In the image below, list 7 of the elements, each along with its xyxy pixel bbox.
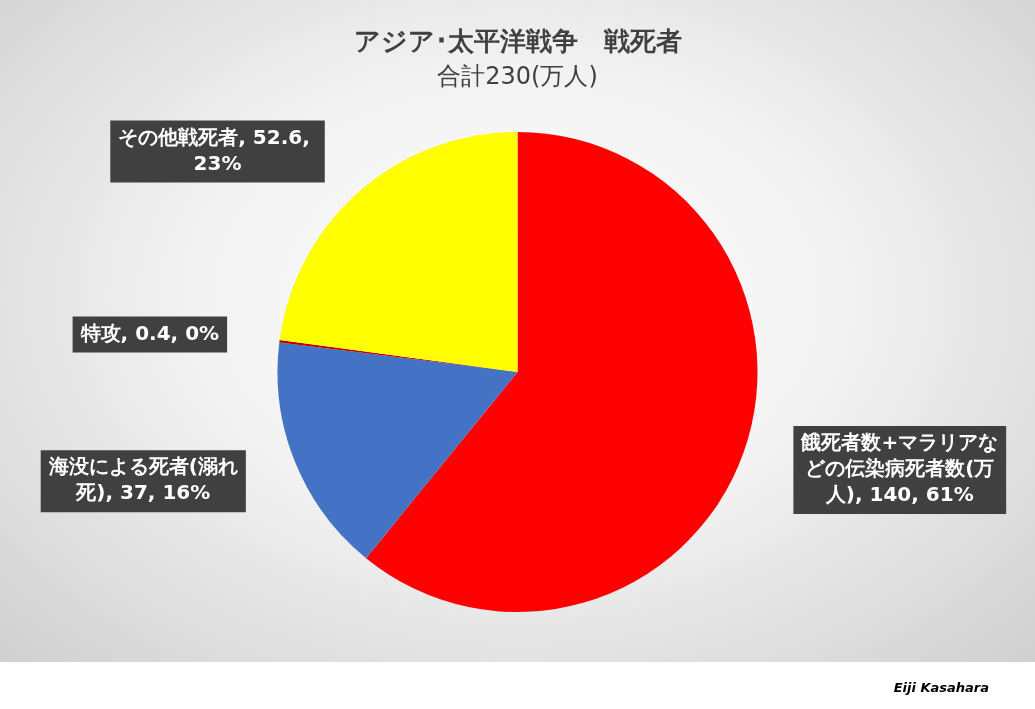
slice-label: その他戦死者, 52.6, 23% [118,124,317,175]
slice-label: 海没による死者(溺れ死), 37, 16% [47,454,238,505]
slice-label: 特攻, 0.4, 0% [79,320,220,345]
chart-subtitle: 合計230(万人) [437,61,598,90]
text: Eiji Kasahara [893,680,989,695]
slice-label: 餓死者数+マラリアなどの伝染病死者数(万人), 140, 61% [800,430,999,507]
chart-title: アジア･太平洋戦争 戦死者 [353,26,682,57]
